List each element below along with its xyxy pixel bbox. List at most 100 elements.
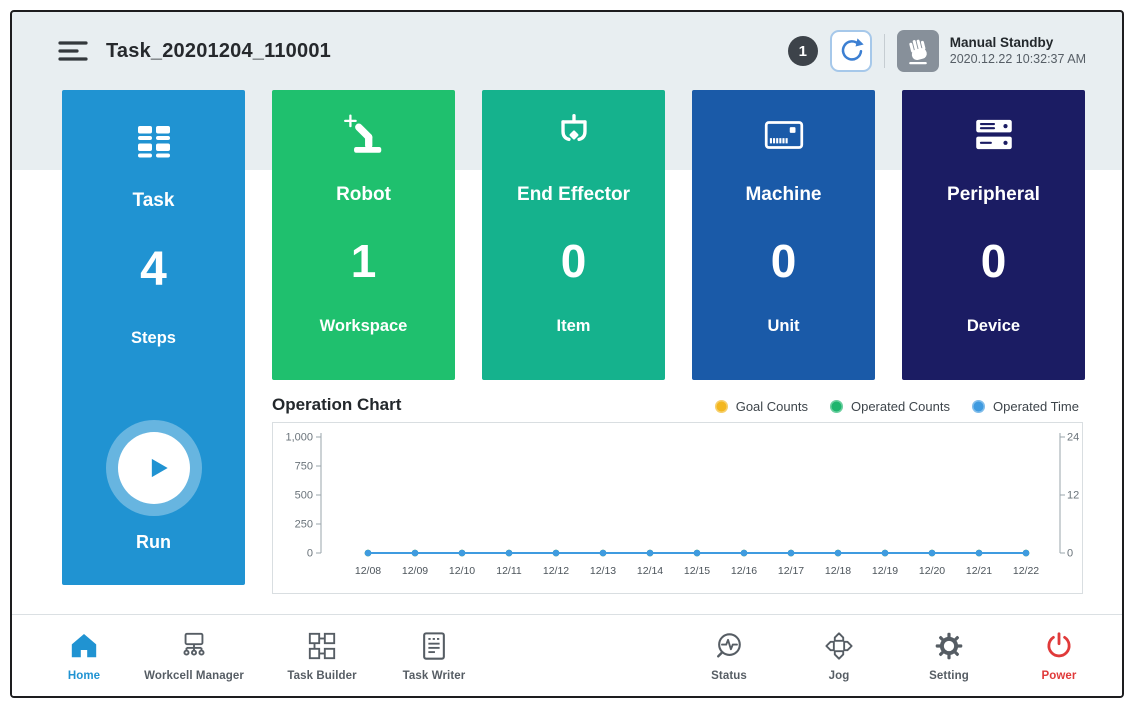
nav-power[interactable]: Power bbox=[1022, 629, 1096, 682]
nav-jog[interactable]: Jog bbox=[802, 629, 876, 682]
robot-control-screen: Task_20201204_110001 1 bbox=[10, 10, 1124, 698]
robot-arm-icon bbox=[341, 112, 387, 158]
svg-text:24: 24 bbox=[1067, 432, 1079, 444]
status-cards: Robot 1 Workspace End Effector 0 Item bbox=[272, 90, 1085, 380]
operation-chart-svg: 0 250 500 750 1,000 0 12 24 12/08 12/09 12/10 12/11… bbox=[273, 423, 1082, 593]
nav-label: Power bbox=[1041, 670, 1076, 682]
chart-title: Operation Chart bbox=[272, 395, 401, 415]
task-writer-icon bbox=[419, 631, 449, 661]
play-icon bbox=[136, 448, 176, 488]
card-unit: Item bbox=[557, 317, 591, 336]
legend-operated-counts: Operated Counts bbox=[830, 399, 950, 414]
card-title: Machine bbox=[745, 184, 821, 206]
nav-home[interactable]: Home bbox=[52, 629, 116, 682]
legend-operated-time: Operated Time bbox=[972, 399, 1079, 414]
svg-text:0: 0 bbox=[1067, 548, 1073, 560]
nav-task-writer[interactable]: Task Writer bbox=[384, 629, 484, 682]
task-builder-icon bbox=[307, 631, 337, 661]
card-title: End Effector bbox=[517, 184, 630, 206]
machine-icon bbox=[761, 112, 807, 158]
peripheral-card[interactable]: Peripheral 0 Device bbox=[902, 90, 1085, 380]
notification-badge[interactable]: 1 bbox=[788, 36, 818, 66]
svg-text:12/17: 12/17 bbox=[778, 565, 804, 577]
home-icon bbox=[69, 631, 99, 661]
card-unit: Unit bbox=[767, 317, 799, 336]
svg-text:12/14: 12/14 bbox=[637, 565, 663, 577]
header-divider bbox=[884, 34, 885, 68]
card-value: 0 bbox=[771, 236, 797, 287]
page-title: Task_20201204_110001 bbox=[106, 40, 331, 63]
operated-time-dot-icon bbox=[972, 400, 985, 413]
peripheral-icon bbox=[971, 112, 1017, 158]
legend-goal-counts: Goal Counts bbox=[715, 399, 808, 414]
nav-label: Jog bbox=[829, 670, 850, 682]
svg-text:12/20: 12/20 bbox=[919, 565, 945, 577]
card-unit: Device bbox=[967, 317, 1020, 336]
power-icon bbox=[1044, 631, 1074, 661]
jog-icon bbox=[824, 631, 854, 661]
card-title: Robot bbox=[336, 184, 391, 206]
operated-counts-dot-icon bbox=[830, 400, 843, 413]
header-right: 1 bbox=[788, 30, 1086, 72]
svg-text:12/19: 12/19 bbox=[872, 565, 898, 577]
svg-text:12/22: 12/22 bbox=[1013, 565, 1039, 577]
end-effector-card[interactable]: End Effector 0 Item bbox=[482, 90, 665, 380]
card-value: 0 bbox=[981, 236, 1007, 287]
nav-label: Workcell Manager bbox=[144, 670, 244, 682]
svg-text:12: 12 bbox=[1067, 490, 1079, 502]
workcell-manager-icon bbox=[179, 631, 209, 661]
nav-workcell-manager[interactable]: Workcell Manager bbox=[128, 629, 260, 682]
setting-icon bbox=[934, 631, 964, 661]
card-unit: Workspace bbox=[320, 317, 408, 336]
run-button-inner bbox=[118, 432, 190, 504]
manual-mode-button[interactable] bbox=[897, 30, 939, 72]
gripper-icon bbox=[551, 112, 597, 158]
robot-card[interactable]: Robot 1 Workspace bbox=[272, 90, 455, 380]
legend-label: Operated Counts bbox=[851, 399, 950, 414]
card-value: 0 bbox=[561, 236, 587, 287]
nav-left-group: Home Workcell Manager Task Builder bbox=[52, 629, 484, 682]
machine-card[interactable]: Machine 0 Unit bbox=[692, 90, 875, 380]
nav-status[interactable]: Status bbox=[692, 629, 766, 682]
menu-button[interactable] bbox=[58, 39, 88, 63]
svg-text:250: 250 bbox=[295, 519, 313, 531]
legend-label: Goal Counts bbox=[736, 399, 808, 414]
svg-text:12/21: 12/21 bbox=[966, 565, 992, 577]
header: Task_20201204_110001 1 bbox=[12, 12, 1122, 90]
nav-right-group: Status Jog bbox=[692, 629, 1096, 682]
svg-text:12/08: 12/08 bbox=[355, 565, 381, 577]
card-title: Peripheral bbox=[947, 184, 1040, 206]
run-label: Run bbox=[136, 532, 171, 553]
svg-text:12/15: 12/15 bbox=[684, 565, 710, 577]
legend-label: Operated Time bbox=[993, 399, 1079, 414]
run-button[interactable] bbox=[106, 420, 202, 516]
nav-label: Task Builder bbox=[287, 670, 356, 682]
svg-text:12/18: 12/18 bbox=[825, 565, 851, 577]
nav-label: Setting bbox=[929, 670, 969, 682]
svg-text:0: 0 bbox=[307, 548, 313, 560]
datetime-label: 2020.12.22 10:32:37 AM bbox=[950, 52, 1086, 68]
task-card[interactable]: Task 4 Steps Run bbox=[62, 90, 245, 585]
mode-status: Manual Standby 2020.12.22 10:32:37 AM bbox=[950, 34, 1086, 67]
nav-setting[interactable]: Setting bbox=[912, 629, 986, 682]
chart-legend: Goal Counts Operated Counts Operated Tim… bbox=[715, 399, 1079, 414]
status-icon bbox=[714, 631, 744, 661]
card-value: 1 bbox=[351, 236, 377, 287]
svg-text:1,000: 1,000 bbox=[285, 432, 313, 444]
svg-text:500: 500 bbox=[295, 490, 313, 502]
nav-label: Status bbox=[711, 670, 747, 682]
hand-icon bbox=[903, 36, 933, 66]
svg-text:750: 750 bbox=[295, 461, 313, 473]
svg-text:12/13: 12/13 bbox=[590, 565, 616, 577]
svg-text:12/16: 12/16 bbox=[731, 565, 757, 577]
mode-label: Manual Standby bbox=[950, 34, 1086, 52]
repeat-button[interactable] bbox=[830, 30, 872, 72]
svg-text:12/09: 12/09 bbox=[402, 565, 428, 577]
task-card-unit: Steps bbox=[131, 329, 176, 348]
task-card-title: Task bbox=[133, 190, 175, 212]
task-icon bbox=[133, 120, 175, 162]
nav-task-builder[interactable]: Task Builder bbox=[272, 629, 372, 682]
svg-text:12/10: 12/10 bbox=[449, 565, 475, 577]
svg-text:12/11: 12/11 bbox=[496, 565, 522, 577]
nav-label: Home bbox=[68, 670, 100, 682]
